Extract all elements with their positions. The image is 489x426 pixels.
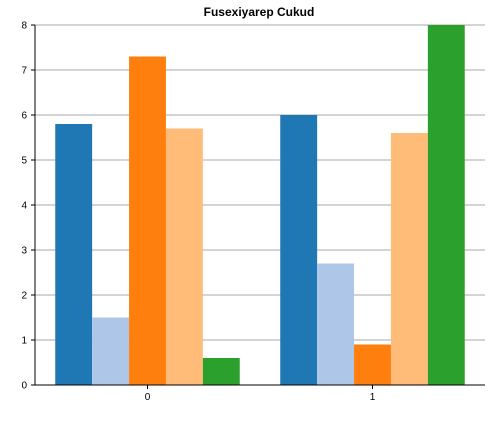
y-tick-label: 1	[21, 336, 27, 347]
chart-title: Fusexiyarep Cukud	[204, 5, 315, 19]
y-tick-label: 3	[21, 246, 27, 257]
gridlines	[35, 24, 485, 341]
bar-cat0-series5	[202, 358, 240, 385]
y-tick-label: 2	[21, 291, 27, 302]
y-tick-label: 7	[21, 66, 27, 77]
bar-cat1-series1	[280, 115, 318, 385]
bar-cat0-series3	[129, 56, 166, 385]
y-tick-label: 8	[21, 21, 27, 32]
y-tick-label: 5	[21, 156, 27, 167]
y-tick-label: 4	[21, 201, 27, 212]
y-axis-ticks: 0 1 2 3 4 5 6 7 8	[21, 21, 35, 392]
bar-cat0-series4	[165, 128, 203, 385]
x-tick-label: 1	[370, 392, 376, 403]
x-tick-label: 0	[145, 392, 151, 403]
y-tick-label: 6	[21, 111, 27, 122]
bar-cat1-series4	[390, 133, 428, 385]
bar-cat0-series2	[92, 317, 130, 385]
bars	[55, 25, 465, 385]
bar-cat1-series5	[427, 25, 465, 385]
bar-cat0-series1	[55, 124, 93, 385]
bar-cat1-series2	[317, 263, 355, 385]
y-tick-label: 0	[21, 381, 27, 392]
bar-cat1-series3	[354, 344, 391, 385]
